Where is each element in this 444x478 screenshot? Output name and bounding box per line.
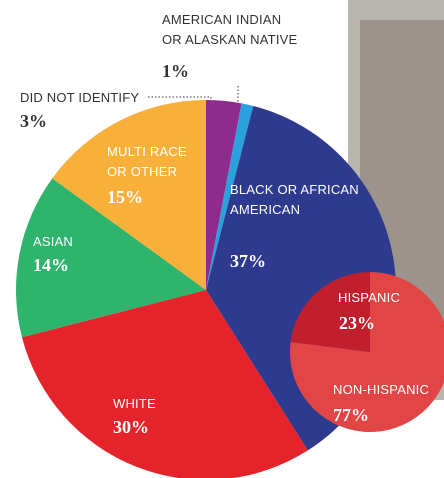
- pie-slice: [206, 100, 242, 290]
- slice-label: HISPANIC: [338, 290, 401, 305]
- slice-value-label: 37%: [230, 251, 266, 271]
- slice-label: WHITE: [113, 396, 156, 411]
- pie-slice: [52, 100, 206, 290]
- pie-slice: [21, 290, 308, 478]
- slice-label: AMERICAN INDIAN OR ALASKAN NATIVE: [162, 12, 298, 47]
- slice-value-label: 77%: [333, 405, 369, 425]
- slice-label: ASIAN: [33, 234, 74, 249]
- slice-label: NON-HISPANIC: [333, 382, 430, 397]
- pie-slice: [206, 103, 254, 291]
- slice-value-label: 1%: [162, 61, 189, 81]
- slice-value-label: 30%: [113, 417, 149, 437]
- pie-slice: [16, 178, 207, 338]
- slice-label: DID NOT IDENTIFY: [20, 90, 140, 105]
- slice-label: MULTI RACE OR OTHER: [107, 144, 187, 179]
- pie-slice: [290, 272, 370, 352]
- slice-label: BLACK OR AFRICAN AMERICAN: [230, 182, 359, 217]
- slice-value-label: 15%: [107, 187, 143, 207]
- slice-value-label: 3%: [20, 111, 47, 131]
- slice-value-label: 23%: [339, 313, 375, 333]
- slice-value-label: 14%: [33, 255, 69, 275]
- leader-line: [148, 96, 212, 102]
- pie-slice: [290, 272, 444, 432]
